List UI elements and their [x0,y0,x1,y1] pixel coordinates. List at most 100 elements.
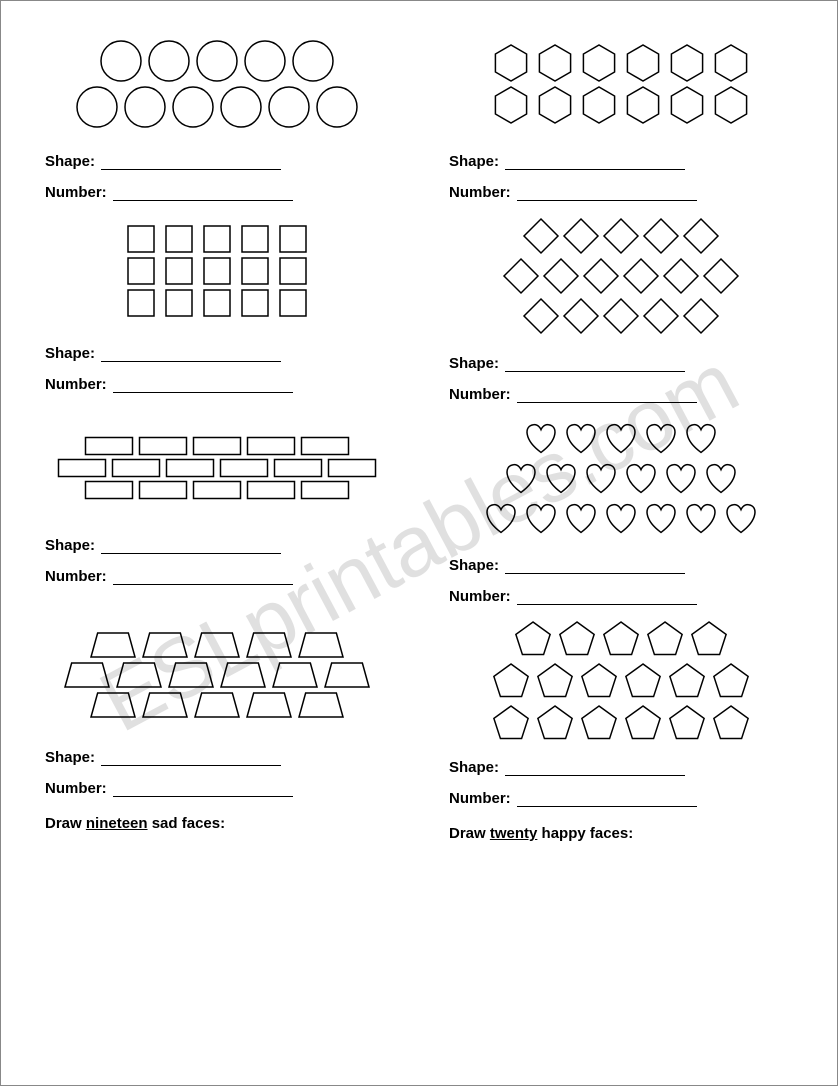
shape-blank-line[interactable] [505,560,685,574]
diamond-icon [642,217,680,255]
shape-row [63,661,371,689]
number-label: Number: [449,588,511,605]
diamond-icon [642,297,680,335]
number-field: Number: [449,790,793,807]
pentagon-icon [667,660,707,700]
shape-row [89,631,345,659]
shape-row [522,297,720,335]
trapezoid-icon [141,691,189,719]
pentagon-icon [513,618,553,658]
shape-field: Shape: [45,345,389,362]
number-blank-line[interactable] [517,389,697,403]
hexagon-icon [491,43,531,83]
number-label: Number: [45,376,107,393]
trapezoid-icon [323,661,371,689]
trapezoid-icon [297,691,345,719]
shape-blank-line[interactable] [101,348,281,362]
circle-icon [243,39,287,83]
number-blank-line[interactable] [113,571,293,585]
exercise-block-trapezoid: Shape:Number:Draw nineteen sad faces: [45,615,389,842]
shapes-area [449,413,793,543]
number-field: Number: [449,184,793,201]
number-label: Number: [449,386,511,403]
rectangle-icon [138,436,188,456]
draw-prompt-left: Draw nineteen sad faces: [45,815,389,832]
shape-label: Shape: [449,557,499,574]
shape-blank-line[interactable] [101,752,281,766]
heart-icon [642,419,680,457]
exercise-block-diamond: Shape: Number: [449,211,793,403]
trapezoid-icon [219,661,267,689]
heart-icon [562,499,600,537]
number-field: Number: [45,376,389,393]
exercise-block-hexagon: Shape:Number: [449,29,793,201]
shape-row [491,85,751,125]
hexagon-icon [711,85,751,125]
circle-icon [75,85,119,129]
pentagon-icon [535,702,575,742]
shape-label: Shape: [45,345,95,362]
shape-label: Shape: [45,749,95,766]
shape-row [522,419,720,457]
pentagon-icon [491,702,531,742]
number-label: Number: [45,184,107,201]
diamond-icon [582,257,620,295]
shape-blank-line[interactable] [101,540,281,554]
worksheet-page: ESLprintables.com Shape:Number:Shape:Num… [0,0,838,1086]
heart-icon [482,499,520,537]
shape-row [491,660,751,700]
rectangle-icon [111,458,161,478]
number-blank-line[interactable] [517,187,697,201]
rectangle-icon [246,436,296,456]
heart-icon [622,459,660,497]
number-blank-line[interactable] [113,783,293,797]
circle-icon [195,39,239,83]
pentagon-icon [623,702,663,742]
shape-row [482,499,760,537]
pentagon-icon [711,702,751,742]
heart-icon [682,419,720,457]
draw-prompt-prefix: Draw [45,815,86,832]
exercise-block-rectangle: Shape:Number: [45,413,389,605]
rectangle-icon [300,436,350,456]
square-icon [240,224,270,254]
heart-icon [562,419,600,457]
shape-blank-line[interactable] [505,762,685,776]
circle-icon [99,39,143,83]
diamond-icon [562,217,600,255]
shapes-area [449,211,793,341]
shape-blank-line[interactable] [101,156,281,170]
pentagon-icon [557,618,597,658]
exercise-block-square: Shape: Number: [45,211,389,403]
shape-row [126,224,308,254]
circle-icon [147,39,191,83]
heart-icon [602,499,640,537]
diamond-icon [602,297,640,335]
draw-prompt-prefix: Draw [449,825,490,842]
number-blank-line[interactable] [113,187,293,201]
shape-blank-line[interactable] [505,358,685,372]
rectangle-icon [192,480,242,500]
number-label: Number: [449,184,511,201]
pentagon-icon [579,702,619,742]
number-field: Number: [45,568,389,585]
square-icon [126,288,156,318]
diamond-icon [682,297,720,335]
shape-blank-line[interactable] [505,156,685,170]
shape-label: Shape: [449,355,499,372]
hexagon-icon [535,43,575,83]
trapezoid-icon [115,661,163,689]
hexagon-icon [623,85,663,125]
square-icon [202,224,232,254]
shape-row [84,480,350,500]
draw-prompt-suffix: happy faces: [537,825,633,842]
rectangle-icon [300,480,350,500]
pentagon-icon [535,660,575,700]
number-field: Number: [449,588,793,605]
pentagon-icon [711,660,751,700]
number-blank-line[interactable] [113,379,293,393]
heart-icon [522,499,560,537]
exercise-block-heart: Shape: Number: [449,413,793,605]
number-blank-line[interactable] [517,793,697,807]
number-blank-line[interactable] [517,591,697,605]
